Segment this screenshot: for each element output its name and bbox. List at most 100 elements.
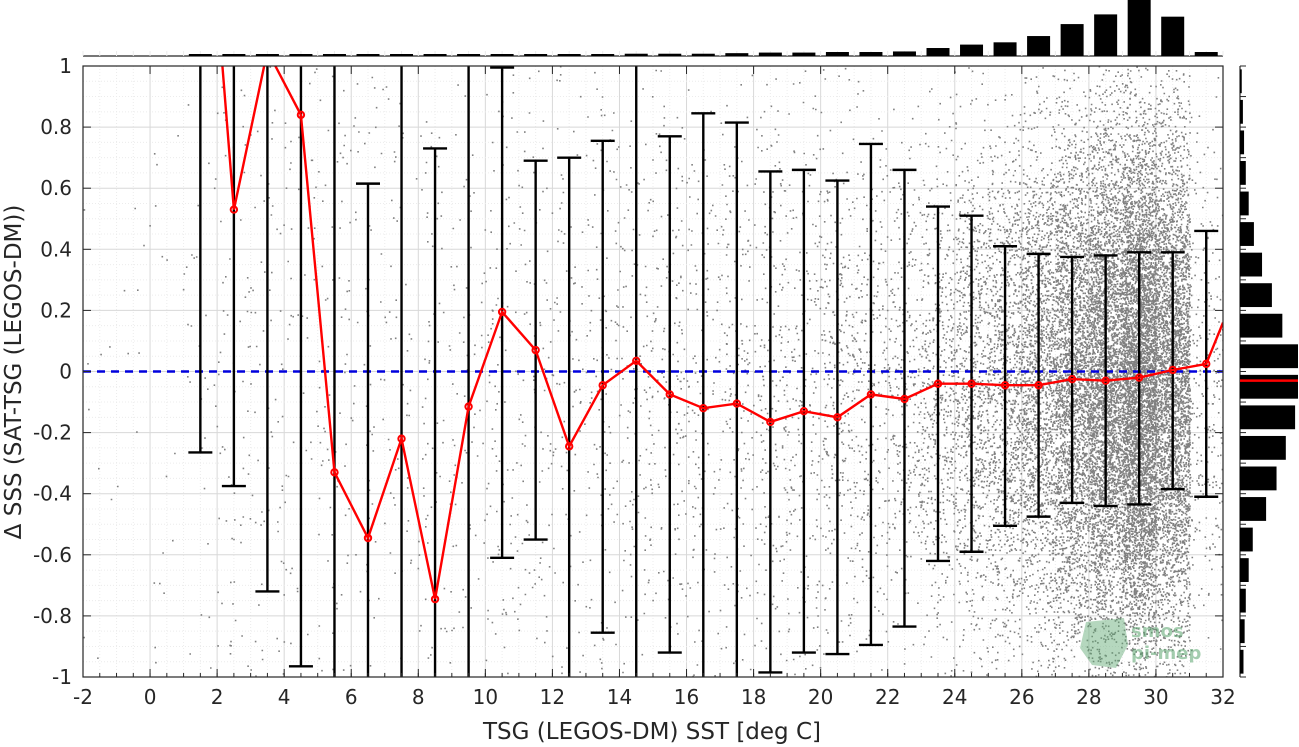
mean-marker bbox=[732, 399, 742, 408]
mean-group bbox=[221, 66, 1223, 604]
mean-line-layer bbox=[221, 66, 1223, 604]
y-tick-label: -0.6 bbox=[33, 543, 72, 567]
mean-marker bbox=[430, 594, 440, 604]
mean-marker bbox=[497, 307, 507, 317]
y-tick-label: 0.8 bbox=[40, 115, 72, 139]
y-tick-label: 0 bbox=[59, 360, 72, 384]
right-hist-bar bbox=[1240, 405, 1296, 430]
top-hist-bar bbox=[892, 51, 916, 56]
top-hist-bar bbox=[423, 54, 447, 56]
right-hist-bar bbox=[1240, 313, 1283, 338]
x-tick-label: 4 bbox=[278, 685, 291, 709]
y-tick-label: -1 bbox=[52, 665, 72, 689]
error-bars bbox=[188, 66, 1219, 677]
x-tick-label: 16 bbox=[674, 685, 699, 709]
top-hist-bar bbox=[792, 52, 816, 56]
mean-marker bbox=[464, 402, 473, 411]
y-tick-label: -0.2 bbox=[33, 421, 72, 445]
tick-labels: -2 0 2 4 6 8 10 12 14 16 18 20 22 24 26 28 30 32-1-0.8-0.… bbox=[33, 54, 1236, 709]
x-tick-label: 30 bbox=[1143, 685, 1168, 709]
watermark-logo: smos pi-mep bbox=[1080, 618, 1201, 668]
right-hist-bar bbox=[1240, 374, 1298, 399]
x-tick-label: 24 bbox=[942, 685, 967, 709]
right-hist-bar bbox=[1240, 69, 1242, 94]
top-hist-bar bbox=[725, 53, 749, 56]
right-hist-bar bbox=[1240, 283, 1272, 308]
mean-marker bbox=[833, 413, 842, 422]
x-tick-label: 0 bbox=[144, 685, 157, 709]
top-hist-bar bbox=[524, 54, 548, 56]
x-tick-label: -2 bbox=[73, 685, 93, 709]
watermark-line2: pi-mep bbox=[1131, 643, 1201, 664]
right-hist-bar bbox=[1240, 588, 1246, 613]
y-tick-label: -0.8 bbox=[33, 604, 72, 628]
mean-marker bbox=[531, 345, 540, 355]
top-hist-bar bbox=[1194, 52, 1218, 56]
top-hist-bar bbox=[691, 53, 715, 56]
top-hist-bar bbox=[993, 42, 1017, 56]
mean-marker bbox=[363, 533, 373, 543]
top-histogram bbox=[82, 0, 1224, 57]
top-hist-bar bbox=[1027, 36, 1051, 56]
right-hist-bar bbox=[1240, 619, 1245, 644]
right-hist-bar bbox=[1240, 161, 1246, 185]
mean-marker bbox=[933, 379, 943, 388]
x-tick-label: 18 bbox=[741, 685, 766, 709]
x-tick-label: 2 bbox=[211, 685, 224, 709]
map-icon bbox=[1080, 618, 1128, 668]
mean-marker bbox=[766, 417, 775, 427]
y-tick-label: 0.4 bbox=[40, 237, 72, 261]
right-hist-bar bbox=[1240, 191, 1249, 216]
right-histogram bbox=[1239, 65, 1298, 678]
mean-marker bbox=[1134, 373, 1144, 382]
right-hist-bar bbox=[1240, 466, 1277, 491]
top-hist-bar bbox=[926, 48, 950, 56]
x-tick-label: 28 bbox=[1076, 685, 1101, 709]
mean-marker bbox=[799, 407, 809, 416]
y-axis-label: Δ SSS (SAT-TSG (LEGOS-DM)) bbox=[1, 205, 27, 540]
right-hist-bar bbox=[1240, 558, 1249, 582]
x-tick-label: 8 bbox=[412, 685, 425, 709]
top-hist-bar bbox=[624, 53, 648, 56]
mean-marker bbox=[900, 394, 909, 404]
mean-marker bbox=[699, 403, 708, 413]
mean-marker bbox=[564, 442, 574, 451]
top-hist-bar bbox=[658, 53, 682, 56]
mean-marker bbox=[1202, 359, 1211, 369]
top-hist-bar bbox=[188, 54, 212, 56]
watermark-line1: smos bbox=[1131, 621, 1184, 642]
top-hist-bar bbox=[859, 52, 883, 56]
y-tick-label: 0.6 bbox=[40, 176, 72, 200]
x-tick-label: 6 bbox=[345, 685, 358, 709]
y-tick-label: 0.2 bbox=[40, 298, 72, 322]
mean-marker bbox=[1067, 374, 1077, 384]
top-hist-bar bbox=[457, 54, 481, 56]
mean-marker bbox=[866, 390, 876, 399]
right-hist-bar bbox=[1240, 649, 1244, 674]
top-hist-bar bbox=[960, 44, 984, 56]
x-tick-label: 12 bbox=[540, 685, 565, 709]
x-axis-label: TSG (LEGOS-DM) SST [deg C] bbox=[482, 719, 821, 745]
mean-marker bbox=[665, 390, 674, 399]
right-hist-bar bbox=[1240, 130, 1245, 155]
top-hist-bar bbox=[356, 54, 380, 56]
top-hist-bar bbox=[222, 54, 246, 56]
right-hist-bar bbox=[1240, 99, 1243, 124]
top-hist-bar bbox=[591, 54, 615, 56]
mean-marker bbox=[967, 379, 976, 388]
x-tick-label: 32 bbox=[1210, 685, 1235, 709]
top-hist-bar bbox=[1094, 14, 1118, 57]
mean-marker bbox=[330, 468, 339, 477]
x-tick-label: 20 bbox=[808, 685, 833, 709]
top-hist-bar bbox=[1161, 16, 1185, 57]
top-hist-bar bbox=[825, 52, 849, 56]
axes bbox=[82, 65, 1224, 678]
error-bar-group bbox=[188, 66, 1219, 677]
top-hist-bar bbox=[557, 54, 581, 56]
right-hist-bar bbox=[1240, 344, 1298, 369]
x-tick-label: 22 bbox=[875, 685, 900, 709]
top-hist-bar bbox=[289, 54, 313, 56]
mean-marker bbox=[1101, 376, 1110, 385]
mean-marker bbox=[1168, 365, 1177, 375]
